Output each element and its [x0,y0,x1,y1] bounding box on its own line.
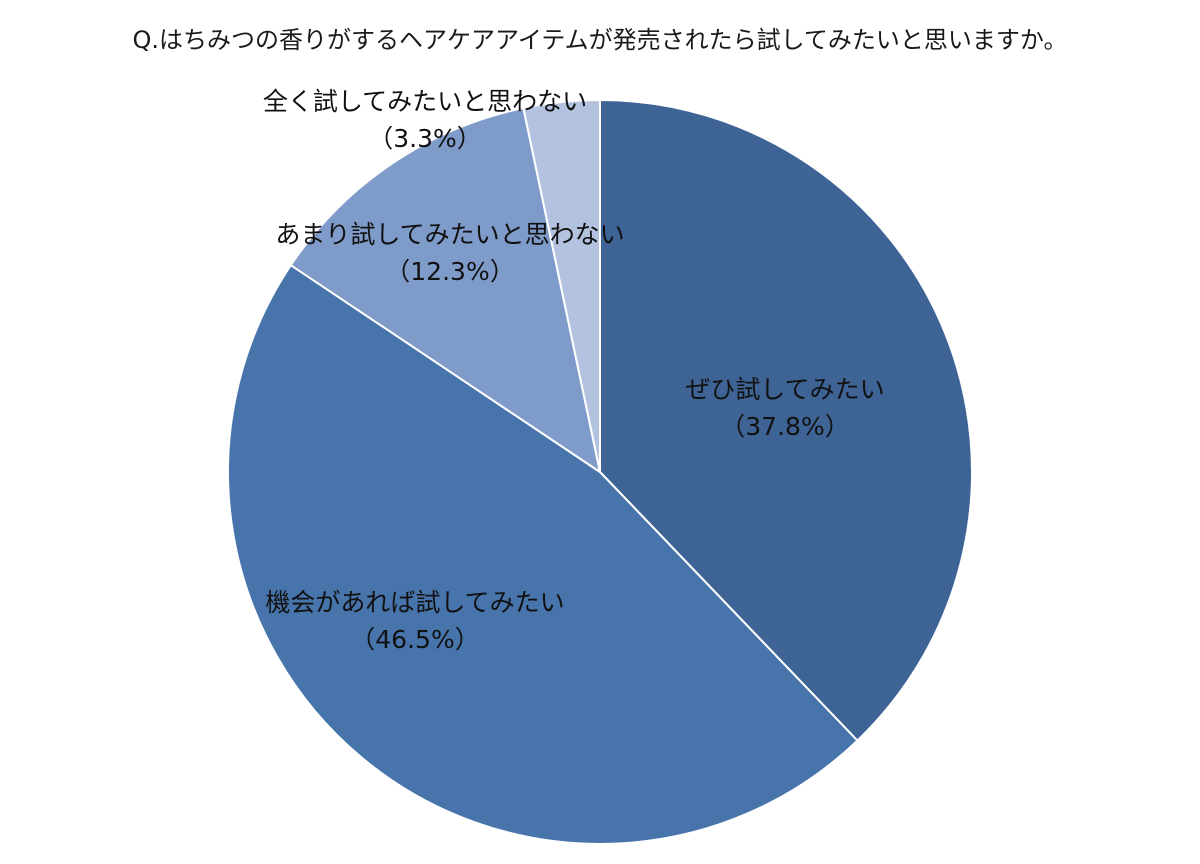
slice-value-zehi: （37.8%） [720,412,849,441]
pie-slice-amari [289,106,602,475]
slice-label-amari: あまり試してみたいと思わない [275,220,624,249]
slice-label-mattaku: 全く試してみたいと思わない [263,87,587,116]
pie-slice-zehi [599,98,974,742]
slice-label-kikai: 機会があれば試してみたい [265,588,564,617]
slice-value-mattaku: （3.3%） [368,124,482,153]
pie-slice-mattaku [522,98,601,473]
chart-title: Q.はちみつの香りがするヘアケアアイテムが発売されたら試してみたいと思いますか。 [132,26,1068,54]
pie-slice-kikai [227,263,859,845]
slice-label-zehi: ぜひ試してみたい [685,375,884,404]
slice-value-amari: （12.3%） [385,257,514,286]
slice-value-kikai: （46.5%） [350,625,479,654]
